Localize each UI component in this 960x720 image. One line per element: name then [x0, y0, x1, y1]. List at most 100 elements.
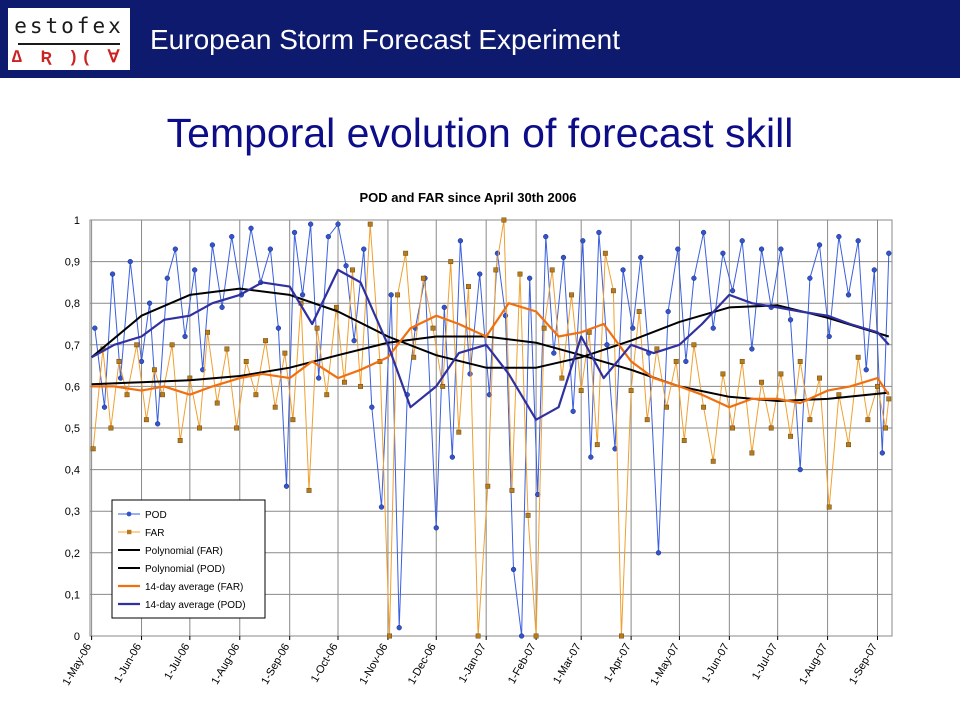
pod-point: [749, 346, 755, 352]
far-point: [836, 392, 842, 398]
far-point: [314, 325, 320, 331]
series-layer: [90, 217, 892, 639]
far-point: [644, 417, 650, 423]
pod-point: [192, 267, 198, 273]
pod-point: [101, 404, 108, 410]
far-line: [92, 219, 890, 637]
x-tick-label: 1-Jan-07: [457, 642, 489, 686]
far-point: [197, 425, 202, 431]
pod-point: [758, 246, 765, 252]
far-point: [618, 633, 624, 639]
pod-point: [477, 271, 483, 277]
y-tick-label: 0,1: [65, 589, 80, 601]
far-point: [701, 404, 707, 410]
far-point: [282, 350, 288, 356]
x-tick-label: 1-Jul-06: [162, 642, 192, 682]
far-point: [493, 267, 499, 273]
far-point: [807, 417, 813, 423]
pod-point: [267, 246, 274, 252]
14-day-average-far-line: [91, 302, 890, 409]
x-tick-label: 1-Jun-06: [112, 642, 144, 686]
pod-point: [396, 625, 402, 631]
pod-point: [307, 221, 314, 227]
pod-point: [182, 333, 188, 340]
pod-point: [127, 258, 133, 265]
far-point: [440, 383, 446, 389]
series-far: [90, 217, 892, 639]
far-point: [578, 388, 584, 394]
app-header: estofex ∆ Ʀ )( ∀ European Storm Forecast…: [0, 0, 960, 78]
pod-point: [691, 275, 697, 281]
y-tick-label: 0,5: [65, 423, 80, 435]
logo-glyphs: ∆ Ʀ )( ∀: [11, 47, 127, 66]
pod-point: [449, 454, 455, 460]
far-point: [177, 438, 183, 443]
pod-point: [700, 229, 707, 236]
pod-point: [807, 275, 813, 281]
pod-point: [248, 225, 254, 231]
pod-point: [560, 254, 567, 261]
x-tick-label: 1-Feb-07: [506, 642, 539, 687]
y-tick-label: 0,3: [65, 506, 80, 518]
pod-point: [710, 325, 716, 331]
far-point: [169, 342, 175, 348]
far-point: [90, 446, 96, 452]
far-point: [214, 400, 220, 406]
series-14-day-average-pod: [91, 268, 890, 421]
pod-point: [527, 275, 533, 281]
x-tick-label: 1-Apr-07: [602, 642, 634, 685]
far-point: [333, 304, 339, 310]
far-point: [143, 417, 149, 423]
far-point: [759, 379, 765, 385]
pod-point: [335, 221, 341, 227]
y-axis: 0 0,1 0,2 0,3 0,4 0,5 0,6 0,7 0,8 0,9 1: [65, 215, 80, 643]
far-point: [430, 325, 436, 331]
legend: POD FAR Polynomial (FAR) Polynomial (POD) 14…: [111, 499, 266, 619]
pod-point: [543, 233, 549, 240]
pod-point: [580, 238, 586, 244]
x-axis: 1-May-06 1-Jun-06 1-Jul-06 1-Aug-06 1-Sep-06…: [61, 636, 880, 688]
far-point: [272, 404, 278, 410]
app-title: European Storm Forecast Experiment: [150, 24, 620, 55]
far-point: [720, 371, 726, 377]
pod-point: [388, 292, 394, 298]
pod-point: [879, 450, 885, 456]
pod-point: [863, 367, 869, 373]
pod-point: [510, 566, 517, 573]
far-point: [681, 438, 687, 443]
far-point: [466, 284, 471, 290]
slide-title: Temporal evolution of forecast skill: [166, 110, 794, 156]
far-point: [420, 275, 426, 281]
far-point: [797, 358, 803, 364]
far-point: [358, 383, 364, 389]
far-point: [151, 367, 157, 373]
far-point: [475, 633, 481, 639]
pod-point: [604, 342, 610, 348]
x-tick-label: 1-Dec-06: [406, 642, 439, 687]
far-point: [509, 487, 515, 493]
far-point: [883, 425, 889, 431]
legend-entry-label: 14-day average (POD): [145, 600, 246, 611]
y-tick-label: 1: [74, 215, 80, 227]
far-point: [664, 404, 669, 410]
y-tick-label: 0,4: [65, 465, 80, 477]
far-point: [253, 392, 259, 398]
far-point: [739, 358, 745, 364]
far-point: [865, 417, 871, 423]
pod-point: [675, 246, 681, 252]
far-point: [517, 271, 523, 277]
far-point: [116, 358, 122, 364]
pod-point: [467, 371, 473, 377]
x-tick-label: 1-Aug-07: [797, 642, 830, 687]
far-point: [324, 392, 330, 398]
pod-point: [570, 408, 576, 415]
pod-point: [109, 271, 116, 277]
logo-divider: [18, 43, 120, 45]
x-tick-label: 1-Nov-06: [358, 642, 391, 687]
legend-entry-label: Polynomial (FAR): [145, 546, 223, 557]
pod-point: [596, 229, 602, 236]
far-point: [306, 487, 312, 493]
far-point: [290, 417, 296, 423]
far-point: [768, 425, 774, 431]
pod-point: [433, 525, 439, 531]
